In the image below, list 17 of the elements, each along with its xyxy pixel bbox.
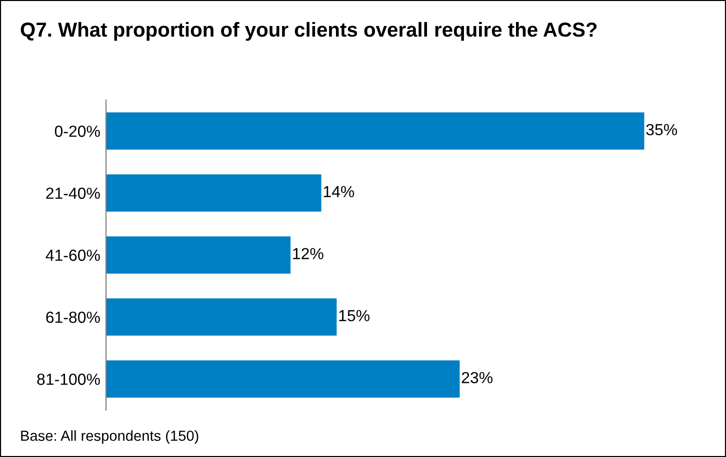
text: Base: All respondents (150) (21, 430, 198, 444)
bar (106, 174, 322, 212)
y-tick-label: 81-100% (37, 374, 100, 385)
y-tick-label: 0-20% (54, 126, 100, 137)
y-tick-label: 21-40% (46, 188, 100, 199)
y-tick-label: 61-80% (46, 312, 100, 323)
data-label: 14% (324, 186, 354, 198)
bar (106, 112, 644, 150)
bar (106, 298, 337, 336)
chart-title: Q7. What proportion of your clients overall require the ACS? (20, 22, 597, 41)
data-label: 12% (293, 248, 324, 260)
bar (106, 360, 460, 398)
data-label: 35% (646, 124, 678, 136)
data-label: 23% (462, 372, 492, 384)
bar (106, 236, 291, 274)
data-label: 15% (339, 310, 370, 322)
y-tick-label: 41-60% (46, 250, 100, 261)
